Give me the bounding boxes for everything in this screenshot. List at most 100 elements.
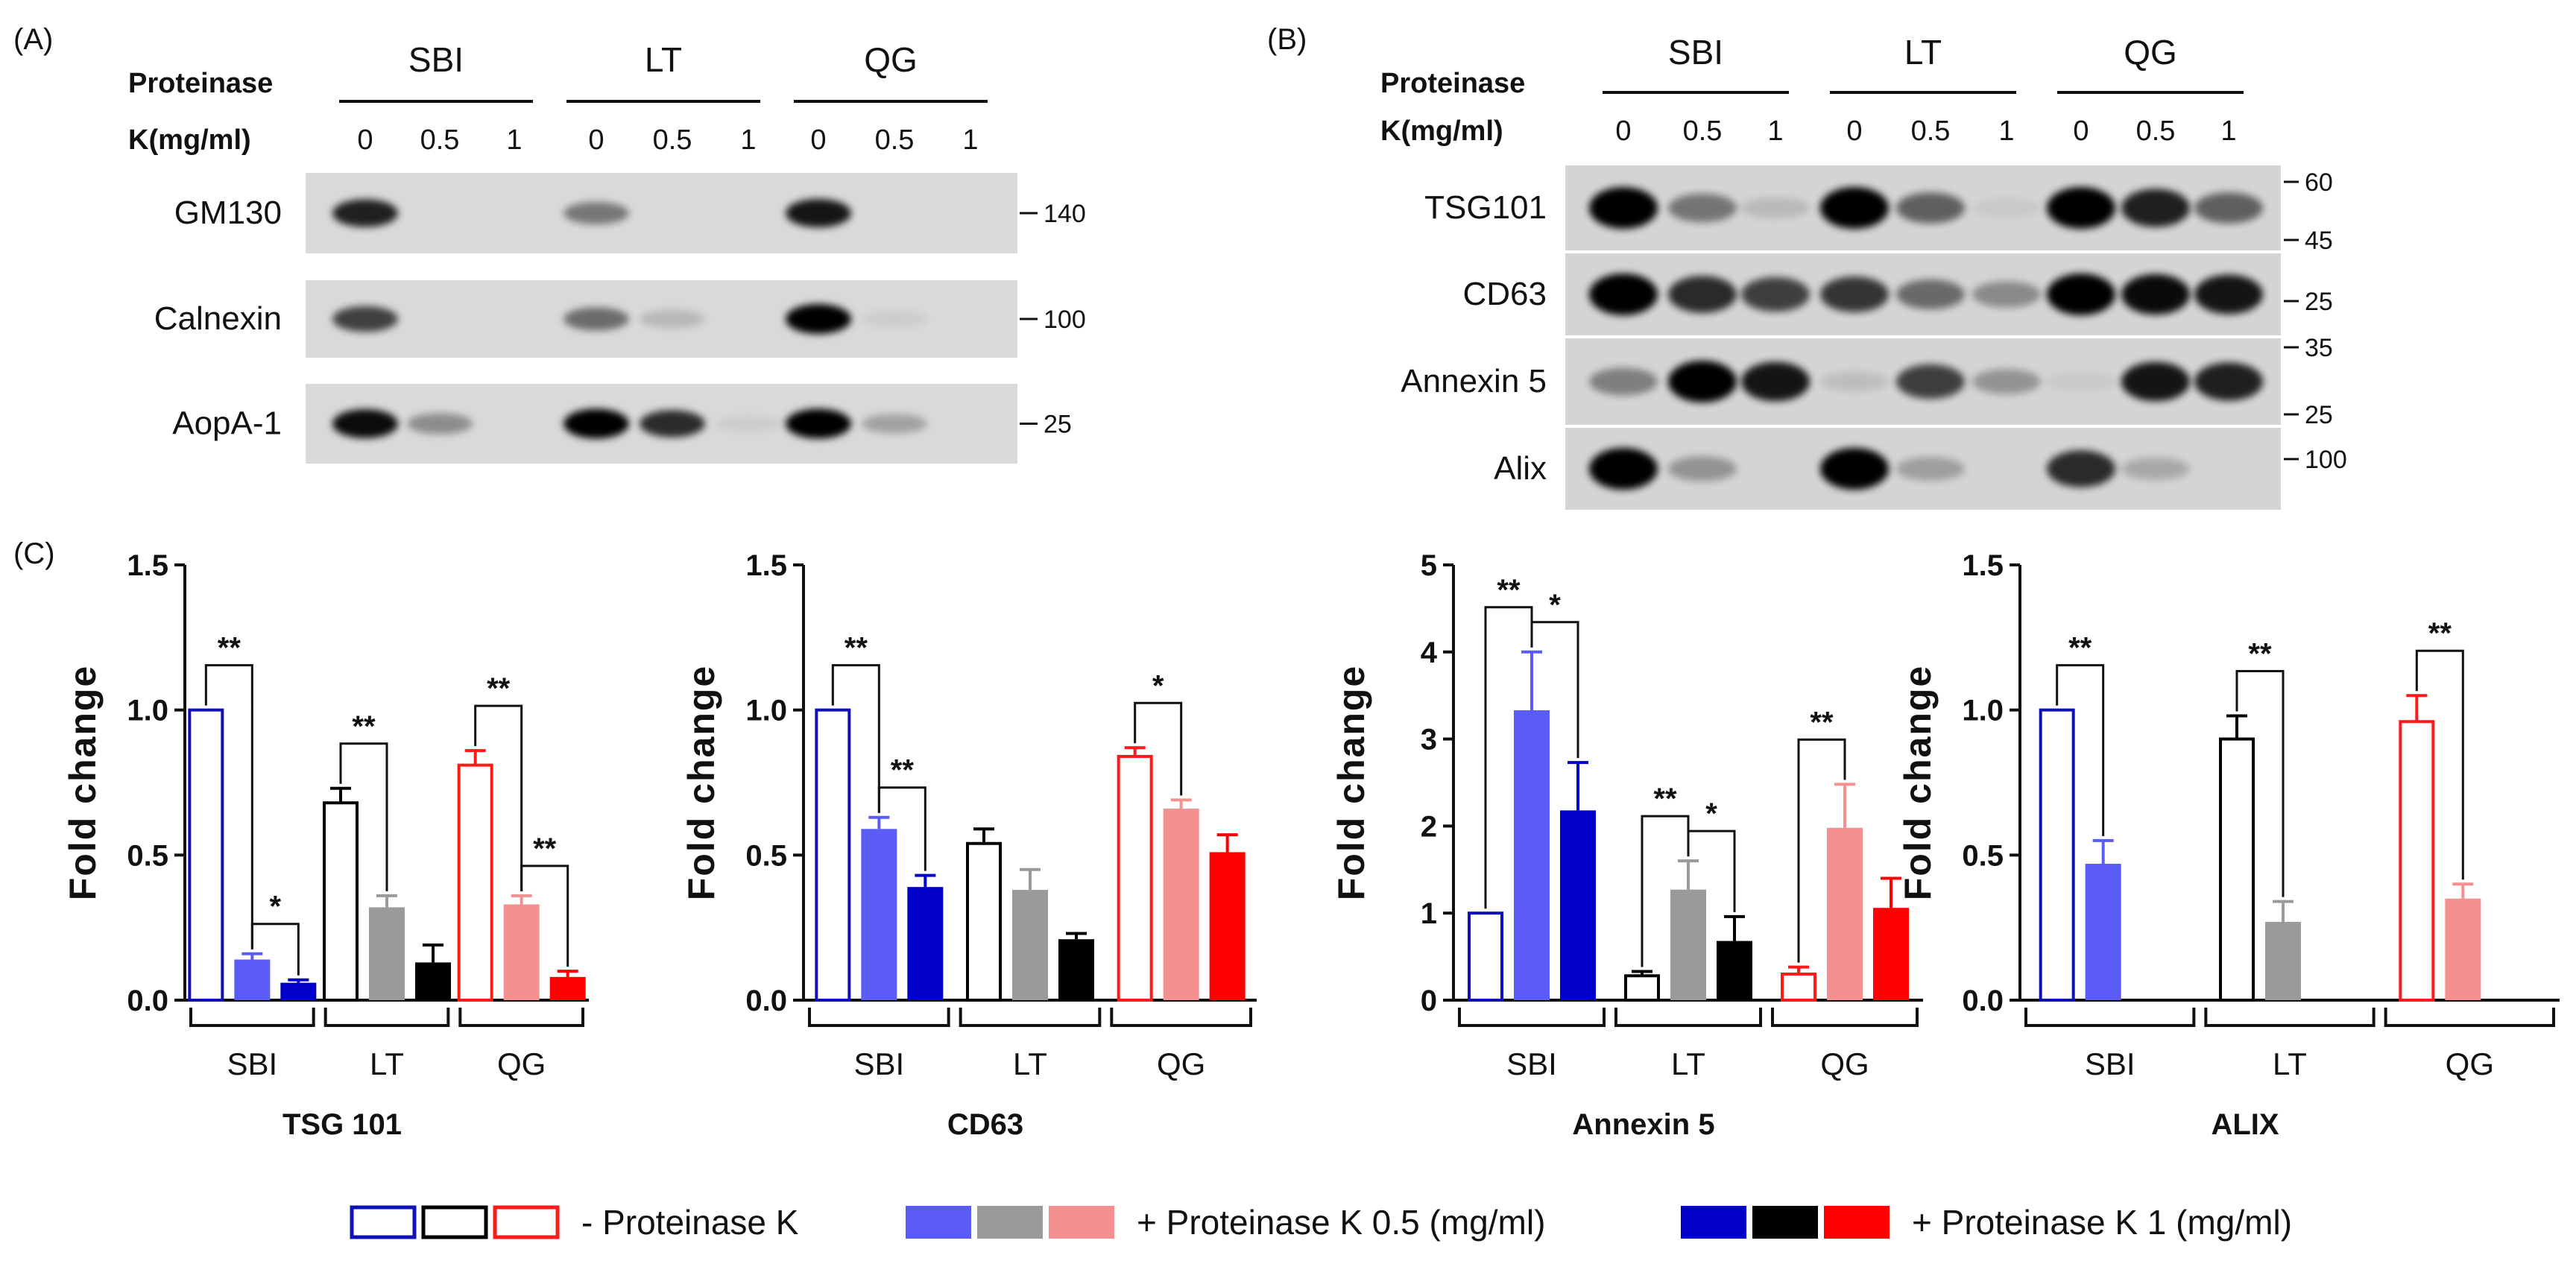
blot-strip bbox=[306, 173, 1017, 253]
bar bbox=[1560, 810, 1596, 1000]
blot-band bbox=[640, 410, 705, 437]
blot-band bbox=[1589, 367, 1658, 396]
panel-b-western-blot: (B) Proteinase K(mg/ml) SBI 0 0.5 1 LT 0 0.5 1 QG 0 0… bbox=[1267, 23, 2347, 510]
bar bbox=[2445, 898, 2481, 1000]
significance-label: * bbox=[1152, 669, 1164, 702]
concentration-label: 0 bbox=[1846, 116, 1862, 147]
concentration-label: 0 bbox=[357, 124, 373, 156]
significance-label: ** bbox=[352, 710, 376, 743]
blot-band bbox=[2047, 372, 2115, 391]
chart-title: Annexin 5 bbox=[1572, 1108, 1714, 1141]
y-tick-label: 0.5 bbox=[745, 839, 787, 872]
significance-label: * bbox=[270, 891, 282, 923]
protein-label-calnexin: Calnexin bbox=[154, 300, 282, 337]
category-label: SBI bbox=[1506, 1046, 1557, 1081]
blot-band bbox=[332, 408, 398, 439]
blot-band bbox=[1972, 369, 2041, 394]
blot-band bbox=[2121, 361, 2190, 402]
blot-band bbox=[1668, 456, 1737, 481]
group-bracket bbox=[959, 1008, 1102, 1027]
y-tick-label: 4 bbox=[1421, 636, 1438, 669]
significance-bracket bbox=[520, 865, 569, 967]
legend-swatch bbox=[1049, 1206, 1114, 1239]
category-label: SBI bbox=[853, 1046, 904, 1081]
y-tick-label: 3 bbox=[1421, 724, 1437, 756]
y-tick-label: 0.0 bbox=[127, 985, 168, 1017]
group-label-sbi: SBI bbox=[408, 40, 464, 79]
concentration-label: 0 bbox=[588, 124, 604, 156]
chart-title: ALIX bbox=[2211, 1108, 2279, 1141]
y-tick-label: 1.5 bbox=[745, 549, 787, 582]
blot-band bbox=[2194, 362, 2263, 401]
concentration-label: 1 bbox=[1998, 116, 2014, 147]
group-bracket bbox=[2384, 1008, 2555, 1027]
category-label: LT bbox=[2273, 1046, 2307, 1081]
blot-band bbox=[716, 415, 781, 432]
bar bbox=[1781, 972, 1816, 1002]
blot-band bbox=[2121, 189, 2190, 227]
blot-band bbox=[1741, 361, 1810, 402]
y-tick-label: 1.5 bbox=[1962, 549, 2004, 582]
category-label: QG bbox=[497, 1046, 546, 1081]
concentration-label: 0 bbox=[2073, 116, 2089, 147]
marker-label: 100 bbox=[1044, 306, 1086, 334]
marker-label: 35 bbox=[2305, 334, 2333, 362]
blot-band bbox=[1972, 198, 2041, 218]
concentration-label: 0.5 bbox=[420, 124, 460, 156]
blot-band bbox=[1820, 371, 1889, 392]
concentration-label: 0 bbox=[1615, 116, 1631, 147]
significance-bracket bbox=[250, 923, 300, 976]
blot-band bbox=[1741, 197, 1810, 218]
significance-bracket bbox=[877, 786, 926, 871]
y-tick-label: 1.0 bbox=[1962, 695, 2004, 727]
significance-label: ** bbox=[1653, 783, 1677, 815]
significance-bracket bbox=[1134, 701, 1183, 796]
blot-band bbox=[862, 310, 927, 328]
legend-swatch bbox=[421, 1205, 488, 1239]
legend-swatch bbox=[977, 1206, 1043, 1239]
blot-band bbox=[2194, 274, 2263, 315]
concentration-label: 0.5 bbox=[1911, 116, 1951, 147]
blot-band bbox=[786, 198, 851, 228]
y-tick-label: 0 bbox=[1421, 985, 1437, 1017]
concentration-label: 1 bbox=[506, 124, 522, 156]
blot-band bbox=[1589, 448, 1658, 490]
group-bracket bbox=[2024, 1008, 2196, 1027]
y-tick-label: 0.0 bbox=[1962, 985, 2004, 1017]
concentration-label: 0.5 bbox=[2136, 116, 2176, 147]
bar bbox=[323, 801, 359, 1002]
bar bbox=[1827, 827, 1863, 1000]
significance-bracket bbox=[831, 664, 880, 813]
blot-band bbox=[564, 201, 629, 225]
y-tick-label: 0.0 bbox=[745, 985, 787, 1017]
bar bbox=[1058, 939, 1094, 1000]
legend-label: + Proteinase K 0.5 (mg/ml) bbox=[1137, 1203, 1545, 1242]
concentration-label: 1 bbox=[2220, 116, 2236, 147]
blot-band bbox=[2121, 457, 2190, 481]
legend-swatch bbox=[350, 1205, 417, 1239]
blot-band bbox=[1741, 276, 1810, 312]
blot-band bbox=[1820, 187, 1889, 229]
group-bracket bbox=[1110, 1008, 1252, 1027]
significance-label: ** bbox=[2248, 637, 2272, 670]
group-bracket bbox=[189, 1008, 315, 1027]
concentration-label: 0.5 bbox=[1683, 116, 1723, 147]
concentration-label: 1 bbox=[1767, 116, 1783, 147]
blot-band bbox=[2121, 274, 2190, 315]
blot-band bbox=[1589, 187, 1658, 229]
group-bracket bbox=[458, 1008, 584, 1027]
bar bbox=[1873, 908, 1909, 1000]
blot-band bbox=[2047, 187, 2115, 229]
y-axis-label: Fold change bbox=[1897, 665, 1939, 900]
blot-band bbox=[1896, 192, 1965, 224]
blot-band bbox=[862, 414, 927, 434]
bar bbox=[1717, 941, 1752, 1000]
significance-label: ** bbox=[218, 632, 242, 665]
y-tick-label: 0.5 bbox=[1962, 839, 2004, 872]
legend-swatch bbox=[1752, 1206, 1818, 1239]
bar bbox=[1163, 809, 1199, 1000]
blot-band bbox=[2047, 450, 2115, 487]
bar bbox=[2085, 864, 2121, 1000]
